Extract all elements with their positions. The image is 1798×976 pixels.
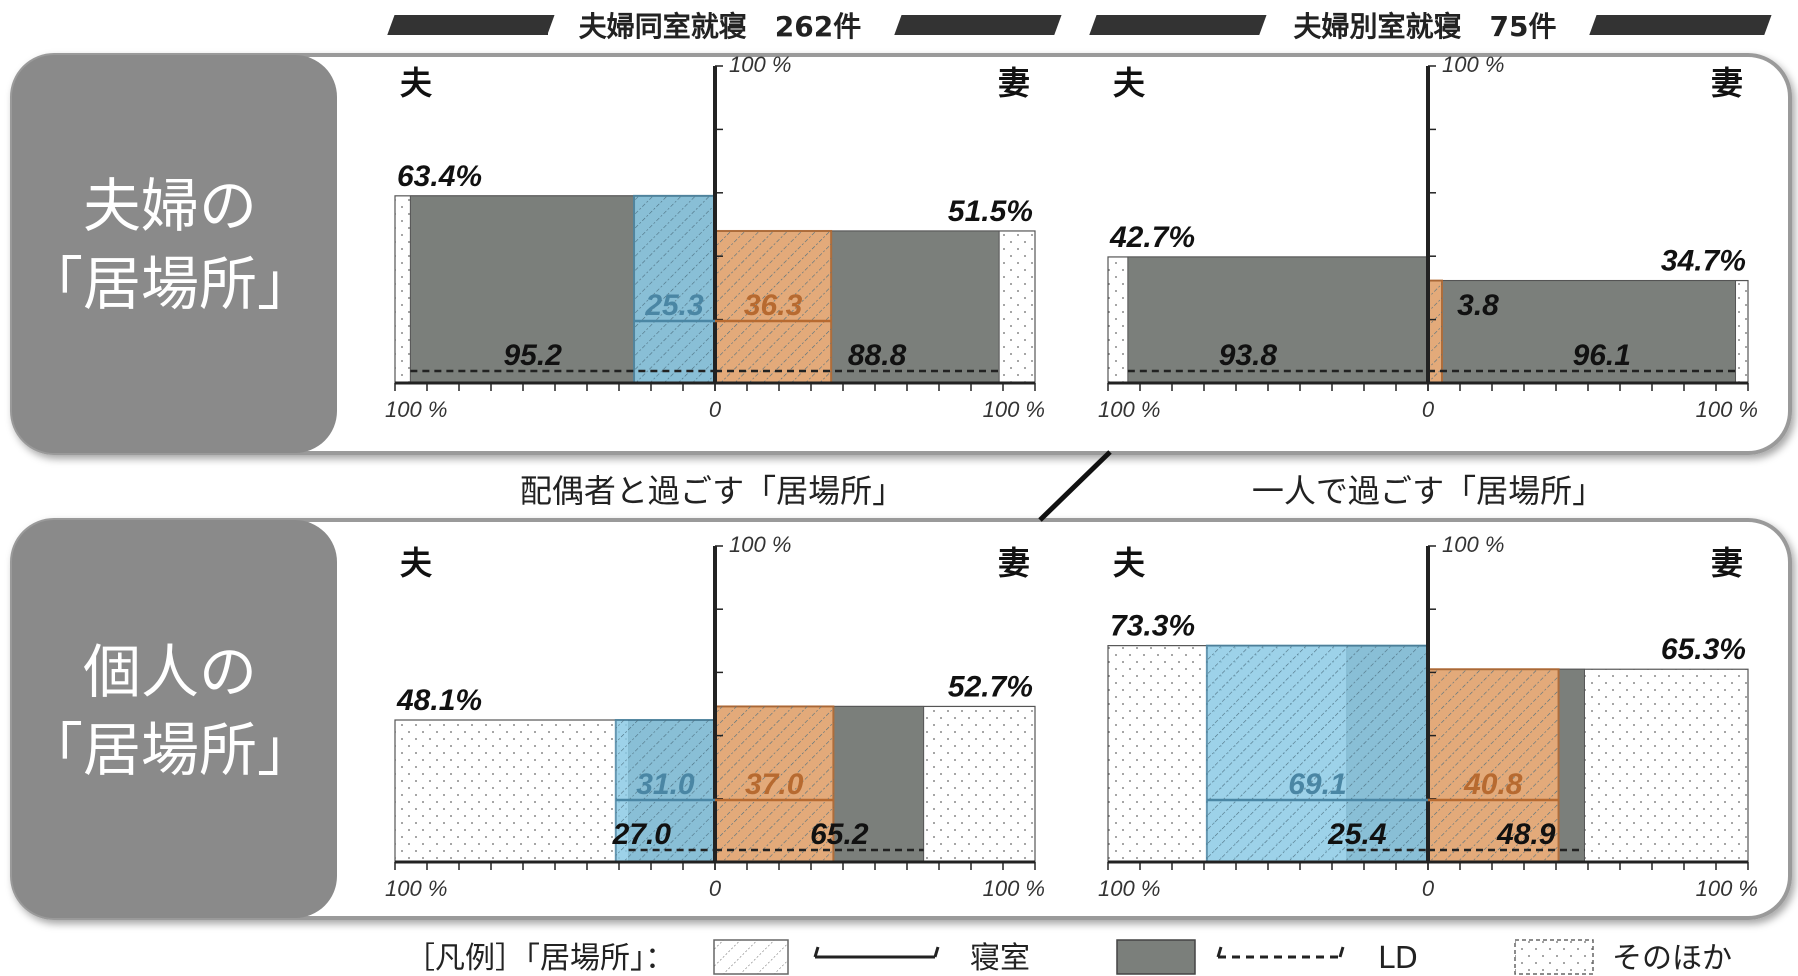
husband-total-label: 73.3% xyxy=(1110,610,1195,643)
legend: ［凡例］「居場所」： 寝室 LD そのほか xyxy=(405,939,1732,976)
header-shared-label: 夫婦同室就寝 262件 xyxy=(579,10,861,43)
x-right-label: 100 % xyxy=(983,397,1045,422)
legend-gray-swatch xyxy=(1116,939,1196,975)
x-left-label: 100 % xyxy=(1098,397,1160,422)
mid-label-with-spouse: 配偶者と過ごす「居場所」 xyxy=(520,472,904,510)
legend-ld: LD xyxy=(1378,941,1418,976)
legend-ld-line-icon xyxy=(1216,946,1345,959)
wife-label: 妻 xyxy=(1711,64,1743,102)
husband-total-label: 42.7% xyxy=(1109,221,1195,254)
wife-bedroom-label: 36.3 xyxy=(744,289,803,322)
x-left-label: 100 % xyxy=(385,397,447,422)
legend-dots-swatch xyxy=(1514,939,1594,975)
row1-title-line2: 「居場所」 xyxy=(25,250,315,318)
husband-ld-label: 93.8 xyxy=(1219,339,1278,372)
wife-total-label: 52.7% xyxy=(948,670,1033,703)
x-zero-label: 0 xyxy=(1422,397,1435,422)
husband-ld-label: 95.2 xyxy=(503,339,562,372)
connector-line xyxy=(1038,450,1112,522)
wife-total-label: 34.7% xyxy=(1661,245,1746,278)
wife-ld-label: 48.9 xyxy=(1496,818,1556,851)
y-top-label: 100 % xyxy=(1442,532,1504,557)
x-left-label: 100 % xyxy=(385,876,447,901)
legend-prefix: ［凡例］「居場所」： xyxy=(405,941,675,976)
wife-total-label: 65.3% xyxy=(1661,633,1746,666)
husband-total-label: 48.1% xyxy=(396,684,482,717)
husband-bedroom-hatch xyxy=(615,720,715,862)
legend-hatch-swatch xyxy=(713,939,789,975)
wife-label: 妻 xyxy=(1711,544,1743,582)
husband-total-label: 63.4% xyxy=(397,160,482,193)
husband-bedroom-label: 25.3 xyxy=(644,289,704,322)
x-right-label: 100 % xyxy=(983,876,1045,901)
x-right-label: 100 % xyxy=(1696,876,1758,901)
husband-ld-label: 27.0 xyxy=(612,818,672,851)
wife-bedroom-hatch xyxy=(715,230,832,383)
legend-bedroom: 寝室 xyxy=(970,941,1030,976)
row1-title-line1: 夫婦の xyxy=(83,172,257,240)
panel-row1-separate: 42.7% 34.7% 93.8 96.1 3.8 夫 妻 100 % 100 % 0 100 % xyxy=(1098,52,1758,422)
y-top-label: 100 % xyxy=(729,532,791,557)
wife-ld-label: 65.2 xyxy=(810,818,869,851)
header-separate-label: 夫婦別室就寝 75件 xyxy=(1294,10,1557,43)
legend-other: そのほか xyxy=(1612,941,1732,976)
wife-label: 妻 xyxy=(998,64,1030,102)
husband-bedroom-hatch xyxy=(1206,645,1428,862)
row2-title-line2: 「居場所」 xyxy=(25,716,315,784)
x-zero-label: 0 xyxy=(1422,876,1435,901)
husband-bedroom-label: 31.0 xyxy=(636,768,695,801)
x-right-label: 100 % xyxy=(1696,397,1758,422)
y-top-label: 100 % xyxy=(1442,52,1504,77)
husband-bedroom-label: 69.1 xyxy=(1288,768,1346,801)
wife-bedroom-label: 37.0 xyxy=(745,768,804,801)
row2-title-line1: 個人の xyxy=(83,638,257,706)
wife-total-label: 51.5% xyxy=(948,195,1033,228)
husband-ld-label: 25.4 xyxy=(1327,818,1387,851)
wife-ld-bar xyxy=(1427,280,1737,384)
husband-ld-bar xyxy=(1127,256,1429,384)
x-zero-label: 0 xyxy=(709,876,722,901)
wife-bedroom-hatch xyxy=(715,706,834,862)
row1-title-box xyxy=(12,55,337,453)
y-top-label: 100 % xyxy=(729,52,791,77)
panel-row2-shared: 48.1% 52.7% 27.0 65.2 31.0 37.0 夫 妻 100 % 100 % 0 1… xyxy=(385,532,1045,901)
wife-ld-label: 96.1 xyxy=(1573,339,1631,372)
wife-label: 妻 xyxy=(998,544,1030,582)
husband-bedroom-hatch xyxy=(634,195,715,383)
husband-label: 夫 xyxy=(400,64,433,102)
wife-ld-label: 88.8 xyxy=(848,339,907,372)
husband-label: 夫 xyxy=(1113,544,1146,582)
mid-label-alone: 一人で過ごす「居場所」 xyxy=(1252,472,1604,510)
husband-label: 夫 xyxy=(400,544,433,582)
panel-row1-shared: 63.4% 51.5% 95.2 88.8 25.3 36.3 夫 妻 100 % 100 % 0 1… xyxy=(385,52,1045,422)
wife-bedroom-label: 3.8 xyxy=(1457,289,1499,322)
header-separate: 夫婦別室就寝 75件 xyxy=(1089,10,1772,43)
legend-bedroom-line-icon xyxy=(813,946,940,959)
wife-bedroom-hatch xyxy=(1428,669,1559,862)
row2-title-box xyxy=(12,520,337,918)
x-zero-label: 0 xyxy=(709,397,722,422)
husband-label: 夫 xyxy=(1113,64,1146,102)
panel-row2-separate: 73.3% 65.3% 25.4 48.9 69.1 40.8 夫 妻 100 % 100 % 0 1… xyxy=(1098,532,1758,901)
wife-bedroom-label: 40.8 xyxy=(1463,768,1523,801)
x-left-label: 100 % xyxy=(1098,876,1160,901)
header-shared: 夫婦同室就寝 262件 xyxy=(387,10,1062,43)
wife-bedroom-hatch xyxy=(1428,280,1442,383)
